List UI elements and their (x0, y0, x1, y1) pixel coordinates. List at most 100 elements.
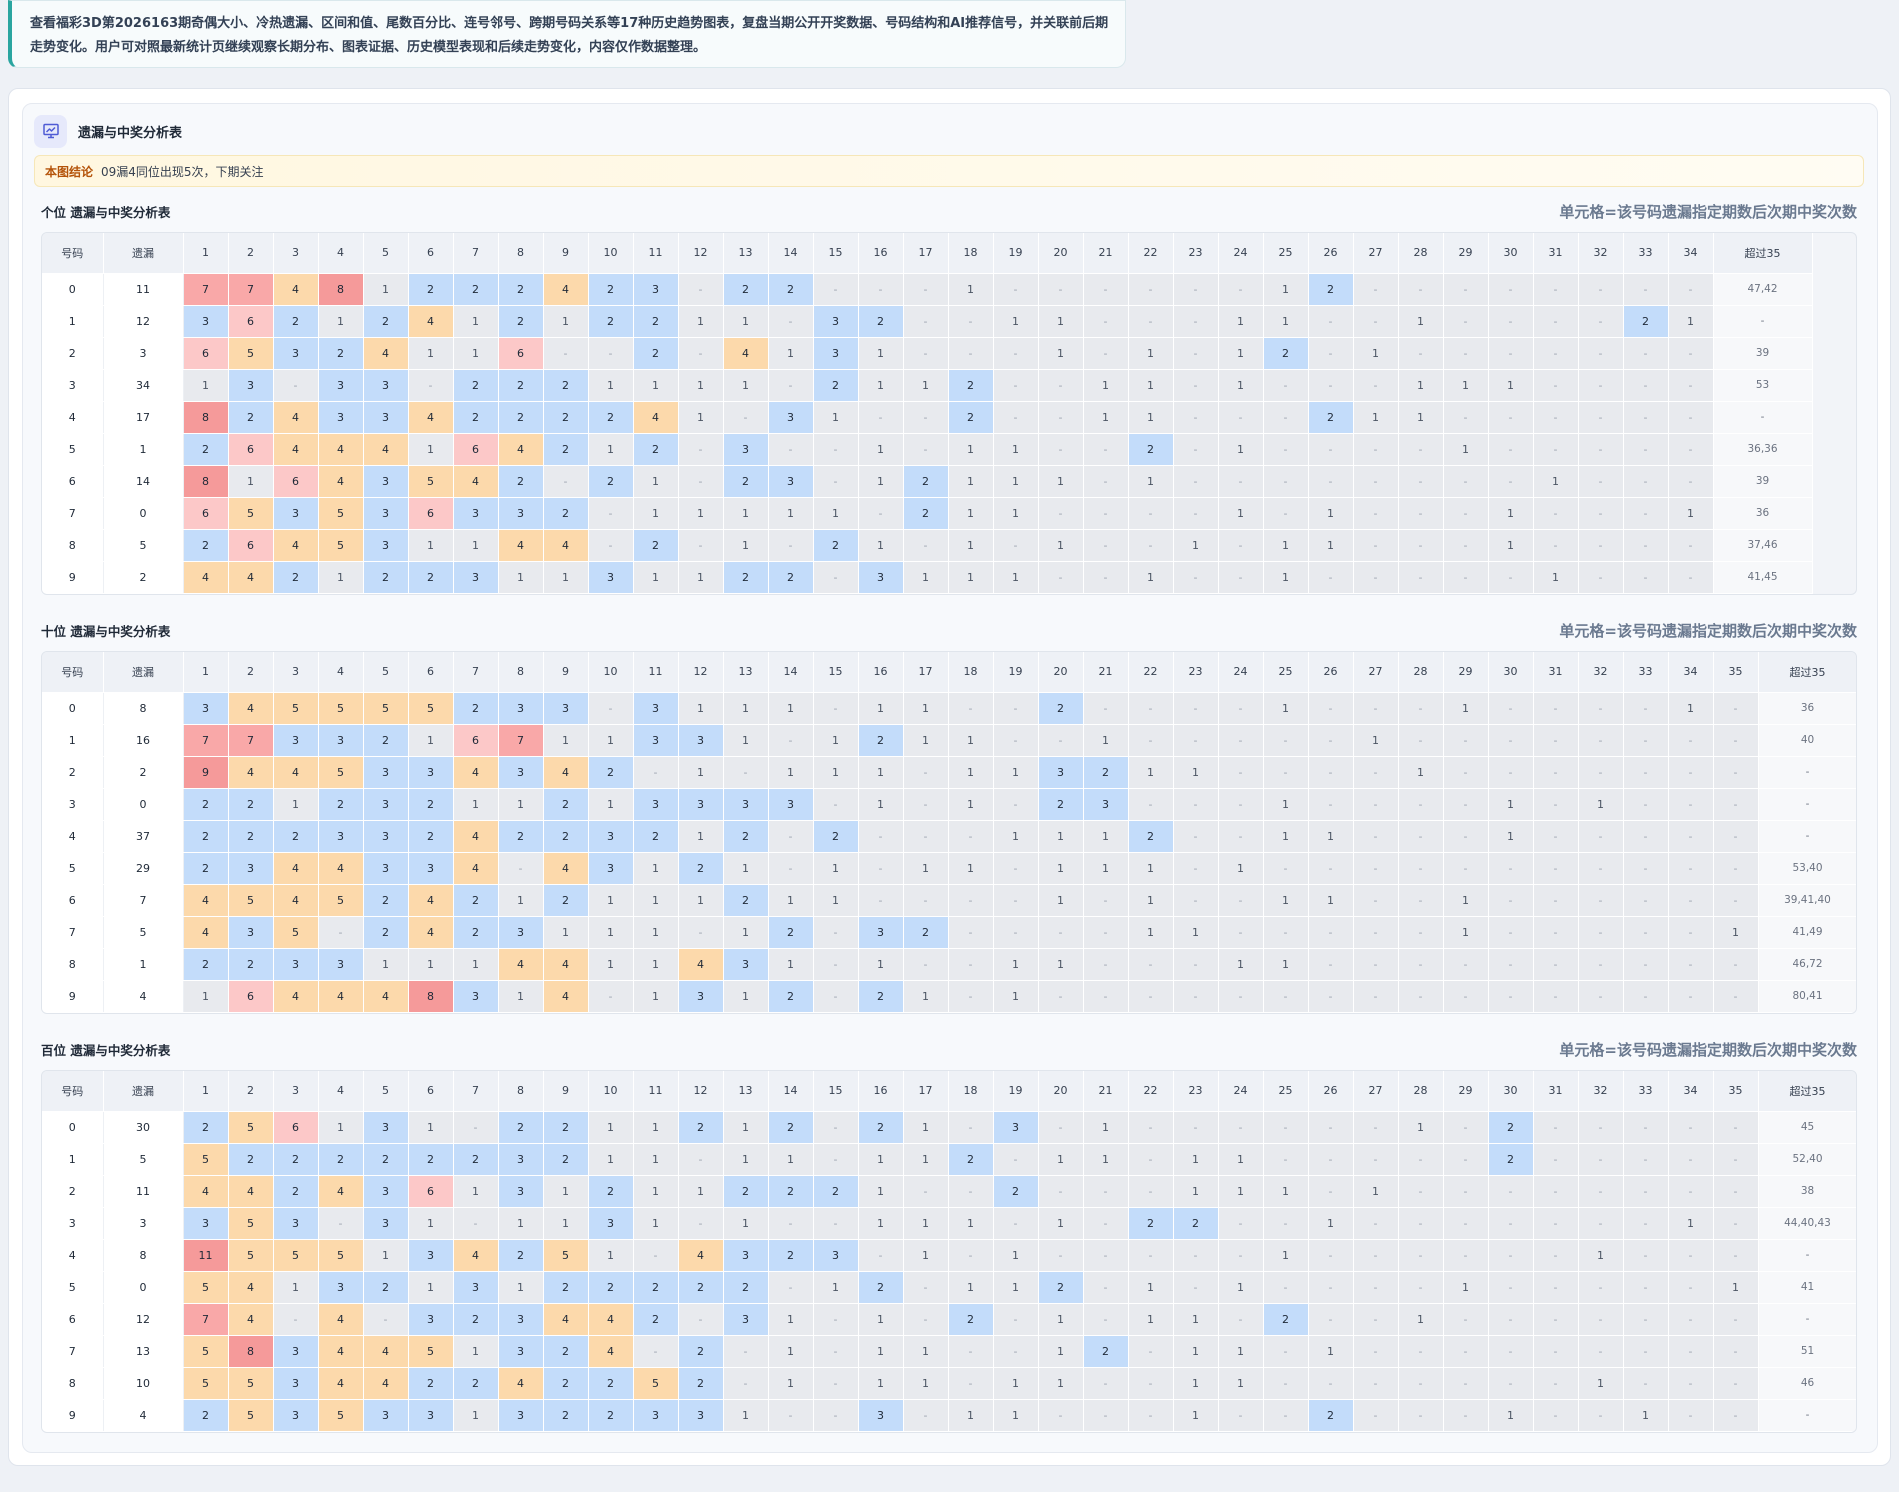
cell-hit-count: - (1083, 1399, 1129, 1432)
cell-hit-count: 7 (183, 1303, 229, 1336)
cell-hit-count: - (948, 1335, 994, 1368)
cell-hit-count: 1 (858, 756, 904, 789)
cell-omission: 7 (103, 884, 184, 917)
cell-hit-count: - (1083, 337, 1129, 370)
cell-hit-count: - (1038, 1239, 1084, 1272)
cell-hit-count: 5 (228, 884, 274, 917)
cell-number: 6 (42, 884, 104, 917)
header-omission-period: 6 (408, 652, 454, 693)
cell-hit-count: 3 (498, 1399, 544, 1432)
cell-hit-count: 3 (588, 561, 634, 594)
cell-hit-count: - (1533, 1175, 1579, 1208)
cell-hit-count: - (858, 884, 904, 917)
cell-hit-count: 1 (453, 948, 499, 981)
cell-hit-count: - (1443, 305, 1489, 338)
cell-hit-count: 1 (633, 852, 679, 885)
cell-hit-count: 2 (633, 433, 679, 466)
cell-hit-count: - (1443, 465, 1489, 498)
cell-hit-count: 1 (588, 724, 634, 757)
cell-hit-count: 4 (363, 980, 409, 1013)
cell-hit-count: 5 (183, 1335, 229, 1368)
cell-hit-count: - (1443, 820, 1489, 853)
cell-hit-count: 4 (183, 916, 229, 949)
cell-hit-count: 3 (498, 1335, 544, 1368)
cell-hit-count: 1 (1353, 401, 1399, 434)
cell-hit-count: 3 (633, 692, 679, 725)
cell-hit-count: 3 (588, 820, 634, 853)
cell-hit-count: - (1533, 433, 1579, 466)
cell-hit-count: - (1038, 401, 1084, 434)
table-row: 0 11 7 7 4 8 1 2 2 2 4 2 3-2 2- - -1- - - - - -1 2- - - - - - - -47,… (42, 273, 1813, 306)
cell-hit-count: 7 (228, 273, 274, 306)
cell-hit-count: 1 (588, 433, 634, 466)
cell-hit-count: 5 (318, 884, 364, 917)
cell-hit-count: - (1533, 337, 1579, 370)
cell-hit-count: - (1263, 465, 1309, 498)
header-omission-period: 7 (453, 652, 499, 693)
cell-hit-count: 6 (228, 433, 274, 466)
cell-hit-count: - (1713, 756, 1759, 789)
cell-hit-count: 1 (1218, 1175, 1264, 1208)
header-omission-period: 11 (633, 1071, 679, 1112)
cell-hit-count: 1 (948, 465, 994, 498)
cell-hit-count: 1 (318, 305, 364, 338)
cell-hit-count: - (1533, 1367, 1579, 1400)
cell-hit-count: 1 (633, 1207, 679, 1240)
cell-hit-count: - (1668, 1399, 1714, 1432)
cell-hit-count: - (723, 401, 769, 434)
cell-hit-count: 5 (273, 916, 319, 949)
cell-hit-count: - (1398, 980, 1444, 1013)
cell-hit-count: 2 (363, 1271, 409, 1304)
cell-hit-count: 1 (1263, 273, 1309, 306)
cell-hit-count: 1 (993, 948, 1039, 981)
header-omission-period: 16 (858, 652, 904, 693)
cell-hit-count: - (813, 692, 859, 725)
cell-omission: 30 (103, 1111, 184, 1144)
cell-hit-count: 2 (453, 692, 499, 725)
header-omission-period: 8 (498, 1071, 544, 1112)
cell-over35: - (1758, 820, 1856, 853)
table-row: 6 12 7 4-4-3 2 3 4 4 2-3 1-1-2-1-1 1-2- -1- - - - - - - - (42, 1303, 1856, 1336)
cell-omission: 12 (103, 1303, 184, 1336)
cell-hit-count: - (1038, 724, 1084, 757)
cell-hit-count: - (948, 1175, 994, 1208)
conclusion-label: 本图结论 (45, 164, 94, 179)
cell-hit-count: 1 (588, 1111, 634, 1144)
cell-hit-count: 3 (318, 1271, 364, 1304)
cell-hit-count: - (1443, 337, 1489, 370)
cell-number: 7 (42, 916, 104, 949)
cell-hit-count: - (1398, 1175, 1444, 1208)
table-wrap-tens: 号码 遗漏 1 2 3 4 5 6 7 8 9 10 11 12 13 14 15 16 17 18 19 20 21 22 2… (41, 651, 1857, 1014)
cell-hit-count: 1 (903, 724, 949, 757)
table-row: 1 16 7 7 3 3 2 1 6 7 1 1 3 3 1-1 2 1 1- -1- - - - -1- - - - - - - -40 (42, 724, 1856, 757)
header-omission-period: 30 (1488, 652, 1534, 693)
cell-hit-count: 7 (228, 724, 274, 757)
cell-hit-count: 1 (1398, 369, 1444, 402)
cell-hit-count: 2 (363, 561, 409, 594)
header-omission-period: 33 (1623, 652, 1669, 693)
cell-hit-count: 1 (678, 820, 724, 853)
cell-hit-count: - (1488, 692, 1534, 725)
cell-hit-count: - (1578, 305, 1624, 338)
cell-hit-count: - (1488, 273, 1534, 306)
cell-hit-count: 5 (363, 692, 409, 725)
cell-hit-count: - (678, 465, 724, 498)
header-omission-period: 34 (1668, 1071, 1714, 1112)
cell-hit-count: - (1353, 756, 1399, 789)
cell-hit-count: 1 (1038, 337, 1084, 370)
cell-hit-count: - (903, 1399, 949, 1432)
cell-omission: 14 (103, 465, 184, 498)
header-omission-period: 23 (1173, 652, 1219, 693)
cell-hit-count: 1 (228, 465, 274, 498)
header-number: 号码 (42, 1071, 104, 1112)
cell-hit-count: 5 (228, 1399, 274, 1432)
cell-hit-count: - (1308, 1175, 1354, 1208)
header-omission-period: 1 (183, 652, 229, 693)
cell-hit-count: 1 (1038, 820, 1084, 853)
cell-hit-count: 1 (723, 916, 769, 949)
cell-hit-count: - (1263, 1111, 1309, 1144)
cell-hit-count: 3 (858, 916, 904, 949)
cell-omission: 3 (103, 337, 184, 370)
cell-hit-count: 2 (768, 561, 814, 594)
cell-hit-count: 4 (408, 884, 454, 917)
